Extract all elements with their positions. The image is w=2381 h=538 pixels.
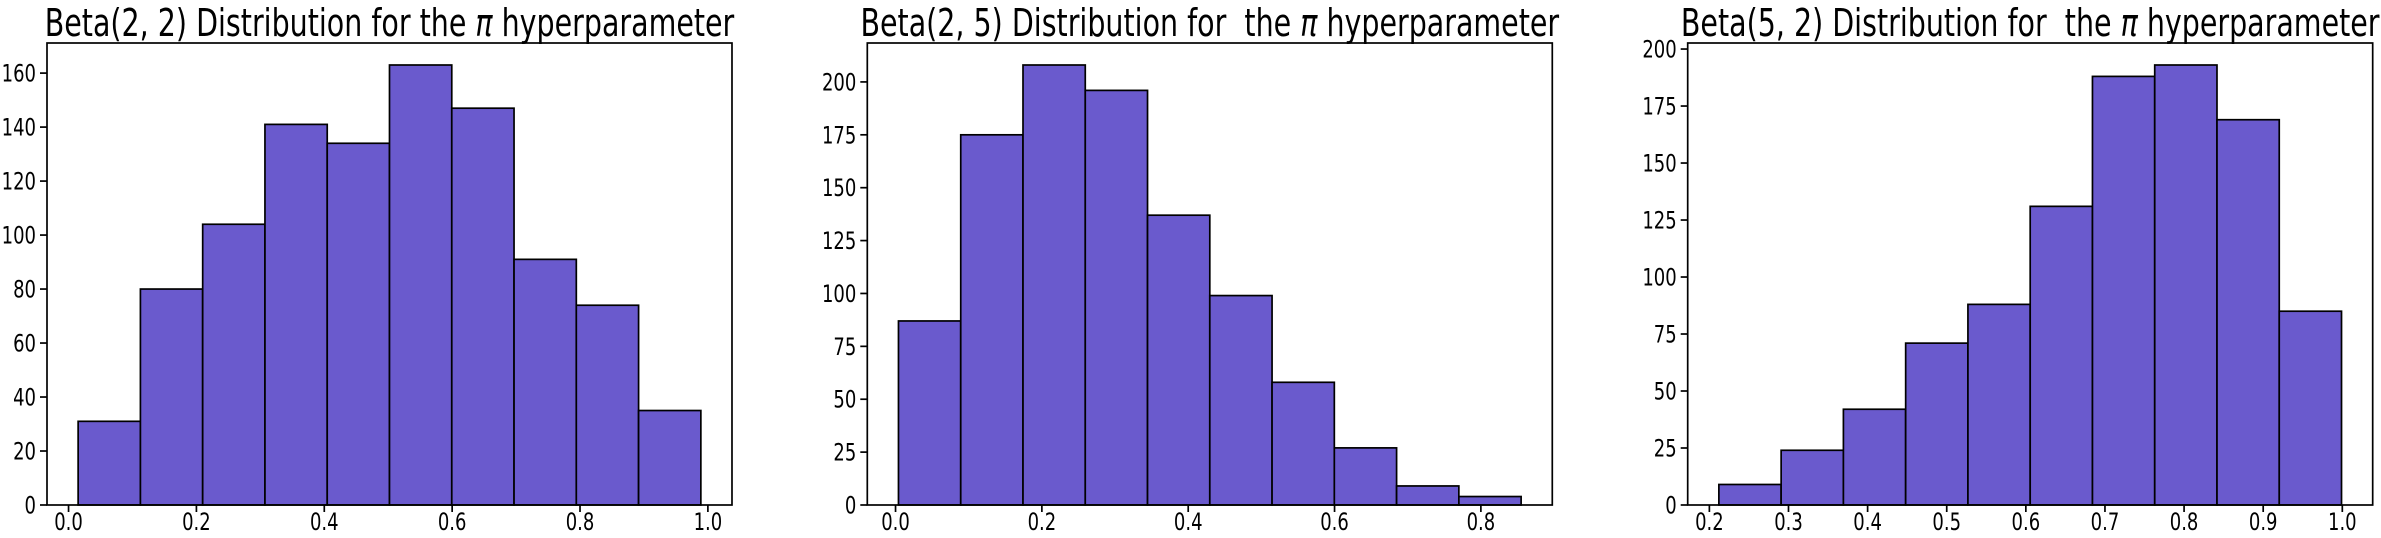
histogram-bar xyxy=(1457,495,1522,506)
x-tick-label: 0.4 xyxy=(1174,509,1203,537)
histogram-bar xyxy=(1967,303,2032,506)
y-tick-label: 125 xyxy=(1643,207,1677,235)
histogram-bar xyxy=(264,123,329,506)
y-tick-label: 200 xyxy=(1643,36,1677,64)
y-tick-label: 0 xyxy=(845,492,856,520)
y-tick-label: 140 xyxy=(2,114,36,142)
y-tick-label: 100 xyxy=(822,280,856,308)
bars-group xyxy=(77,64,702,506)
y-tick-label: 50 xyxy=(1654,378,1677,406)
histogram-bar xyxy=(139,288,204,506)
bars-group xyxy=(897,64,1522,506)
histogram-bar xyxy=(1084,89,1149,506)
x-tick-label: 0.8 xyxy=(2170,509,2199,537)
histogram-beta-2-5: 0.0 0.2 0.4 0.6 0.8 0 25 50 75 100 125 150 175 200Bet… xyxy=(822,1,1559,537)
histogram-bar xyxy=(575,304,640,506)
chart-title: Beta(5, 2) Distribution for the π hyperp… xyxy=(1681,1,2380,45)
y-tick-label: 75 xyxy=(833,333,856,361)
x-tick-label: 0.4 xyxy=(310,509,339,537)
x-tick-label: 1.0 xyxy=(2328,509,2357,537)
histogram-bar xyxy=(77,420,142,506)
histogram-bar xyxy=(897,320,962,506)
axes-frame xyxy=(46,42,733,506)
histogram-bar xyxy=(201,223,266,506)
bars-group xyxy=(1718,64,2343,506)
histogram-bar xyxy=(388,64,453,506)
x-tick-label: 0.8 xyxy=(566,509,595,537)
y-tick-label: 200 xyxy=(822,69,856,97)
histogram-bar xyxy=(1905,342,1970,506)
histogram-bar xyxy=(959,133,1024,506)
subplot-beta-5-2: 0.2 0.3 0.4 0.5 0.6 0.7 0.8 0.9 1.0 0 25 50 75 100 125… xyxy=(1587,0,2381,538)
histogram-bar xyxy=(1842,408,1907,506)
histogram-bar xyxy=(513,258,578,506)
histogram-bar xyxy=(1395,485,1460,506)
subplot-beta-2-5: 0.0 0.2 0.4 0.6 0.8 0 25 50 75 100 125 150 175 200 Bet… xyxy=(794,0,1588,538)
histogram-bar xyxy=(450,107,515,506)
y-tick-label: 175 xyxy=(822,122,856,150)
x-tick-label: 0.2 xyxy=(182,509,211,537)
x-tick-label: 0.2 xyxy=(1695,509,1724,537)
y-tick-label: 125 xyxy=(822,228,856,256)
y-tick-label: 40 xyxy=(13,384,36,412)
y-tick-label: 25 xyxy=(1654,435,1677,463)
y-tick-label: 80 xyxy=(13,276,36,304)
histogram-bar xyxy=(2216,118,2281,506)
y-tick-label: 20 xyxy=(13,438,36,466)
y-tick-label: 150 xyxy=(822,175,856,203)
x-tick-label: 0.2 xyxy=(1027,509,1056,537)
y-tick-label: 150 xyxy=(1643,150,1677,178)
y-tick-label: 60 xyxy=(13,330,36,358)
x-tick-label: 0.3 xyxy=(1774,509,1803,537)
y-tick-label: 160 xyxy=(2,60,36,88)
x-tick-label: 0.6 xyxy=(2012,509,2041,537)
axes-frame xyxy=(1687,42,2374,506)
histogram-beta-2-2: 0.0 0.2 0.4 0.6 0.8 1.0 0 20 40 60 80 100 120 140 160 B… xyxy=(2,1,735,537)
chart-title: Beta(2, 5) Distribution for the π hyperp… xyxy=(860,1,1559,45)
histogram-bar xyxy=(2154,64,2219,506)
y-tick-label: 25 xyxy=(833,439,856,467)
histogram-bar xyxy=(1780,449,1845,506)
histogram-bar xyxy=(637,409,702,506)
axes-frame xyxy=(866,42,1553,506)
chart-title: Beta(2, 2) Distribution for the π hyperp… xyxy=(45,1,735,45)
x-tick-label: 0.9 xyxy=(2249,509,2278,537)
histogram-bar xyxy=(326,142,391,506)
x-tick-label: 0.8 xyxy=(1466,509,1495,537)
y-tick-label: 0 xyxy=(25,492,36,520)
histogram-bar xyxy=(2091,75,2156,506)
y-tick-label: 0 xyxy=(1666,492,1677,520)
histogram-bar xyxy=(2278,310,2343,506)
y-tick-label: 50 xyxy=(833,386,856,414)
x-tick-label: 0.7 xyxy=(2091,509,2120,537)
histogram-bar xyxy=(1146,214,1211,506)
histogram-bar xyxy=(1021,64,1086,506)
histogram-bar xyxy=(2029,205,2094,506)
histogram-bar xyxy=(1333,447,1398,506)
y-tick-label: 100 xyxy=(2,222,36,250)
x-tick-label: 0.5 xyxy=(1933,509,1962,537)
histogram-bar xyxy=(1718,483,1783,506)
y-tick-label: 75 xyxy=(1654,321,1677,349)
histogram-bar xyxy=(1270,381,1335,506)
x-tick-label: 0.6 xyxy=(1320,509,1349,537)
y-tick-label: 120 xyxy=(2,168,36,196)
x-tick-label: 0.6 xyxy=(438,509,467,537)
subplot-beta-2-2: 0.0 0.2 0.4 0.6 0.8 1.0 0 20 40 60 80 100 120 140 160 B… xyxy=(0,0,794,538)
x-tick-label: 1.0 xyxy=(694,509,723,537)
y-tick-label: 100 xyxy=(1643,264,1677,292)
y-tick-label: 175 xyxy=(1643,93,1677,121)
x-tick-label: 0.0 xyxy=(881,509,910,537)
x-tick-label: 0.4 xyxy=(1854,509,1883,537)
histogram-bar xyxy=(1208,294,1273,506)
histogram-beta-5-2: 0.2 0.3 0.4 0.5 0.6 0.7 0.8 0.9 1.0 0 25 50 75 100 125… xyxy=(1643,1,2380,537)
x-tick-label: 0.0 xyxy=(54,509,83,537)
